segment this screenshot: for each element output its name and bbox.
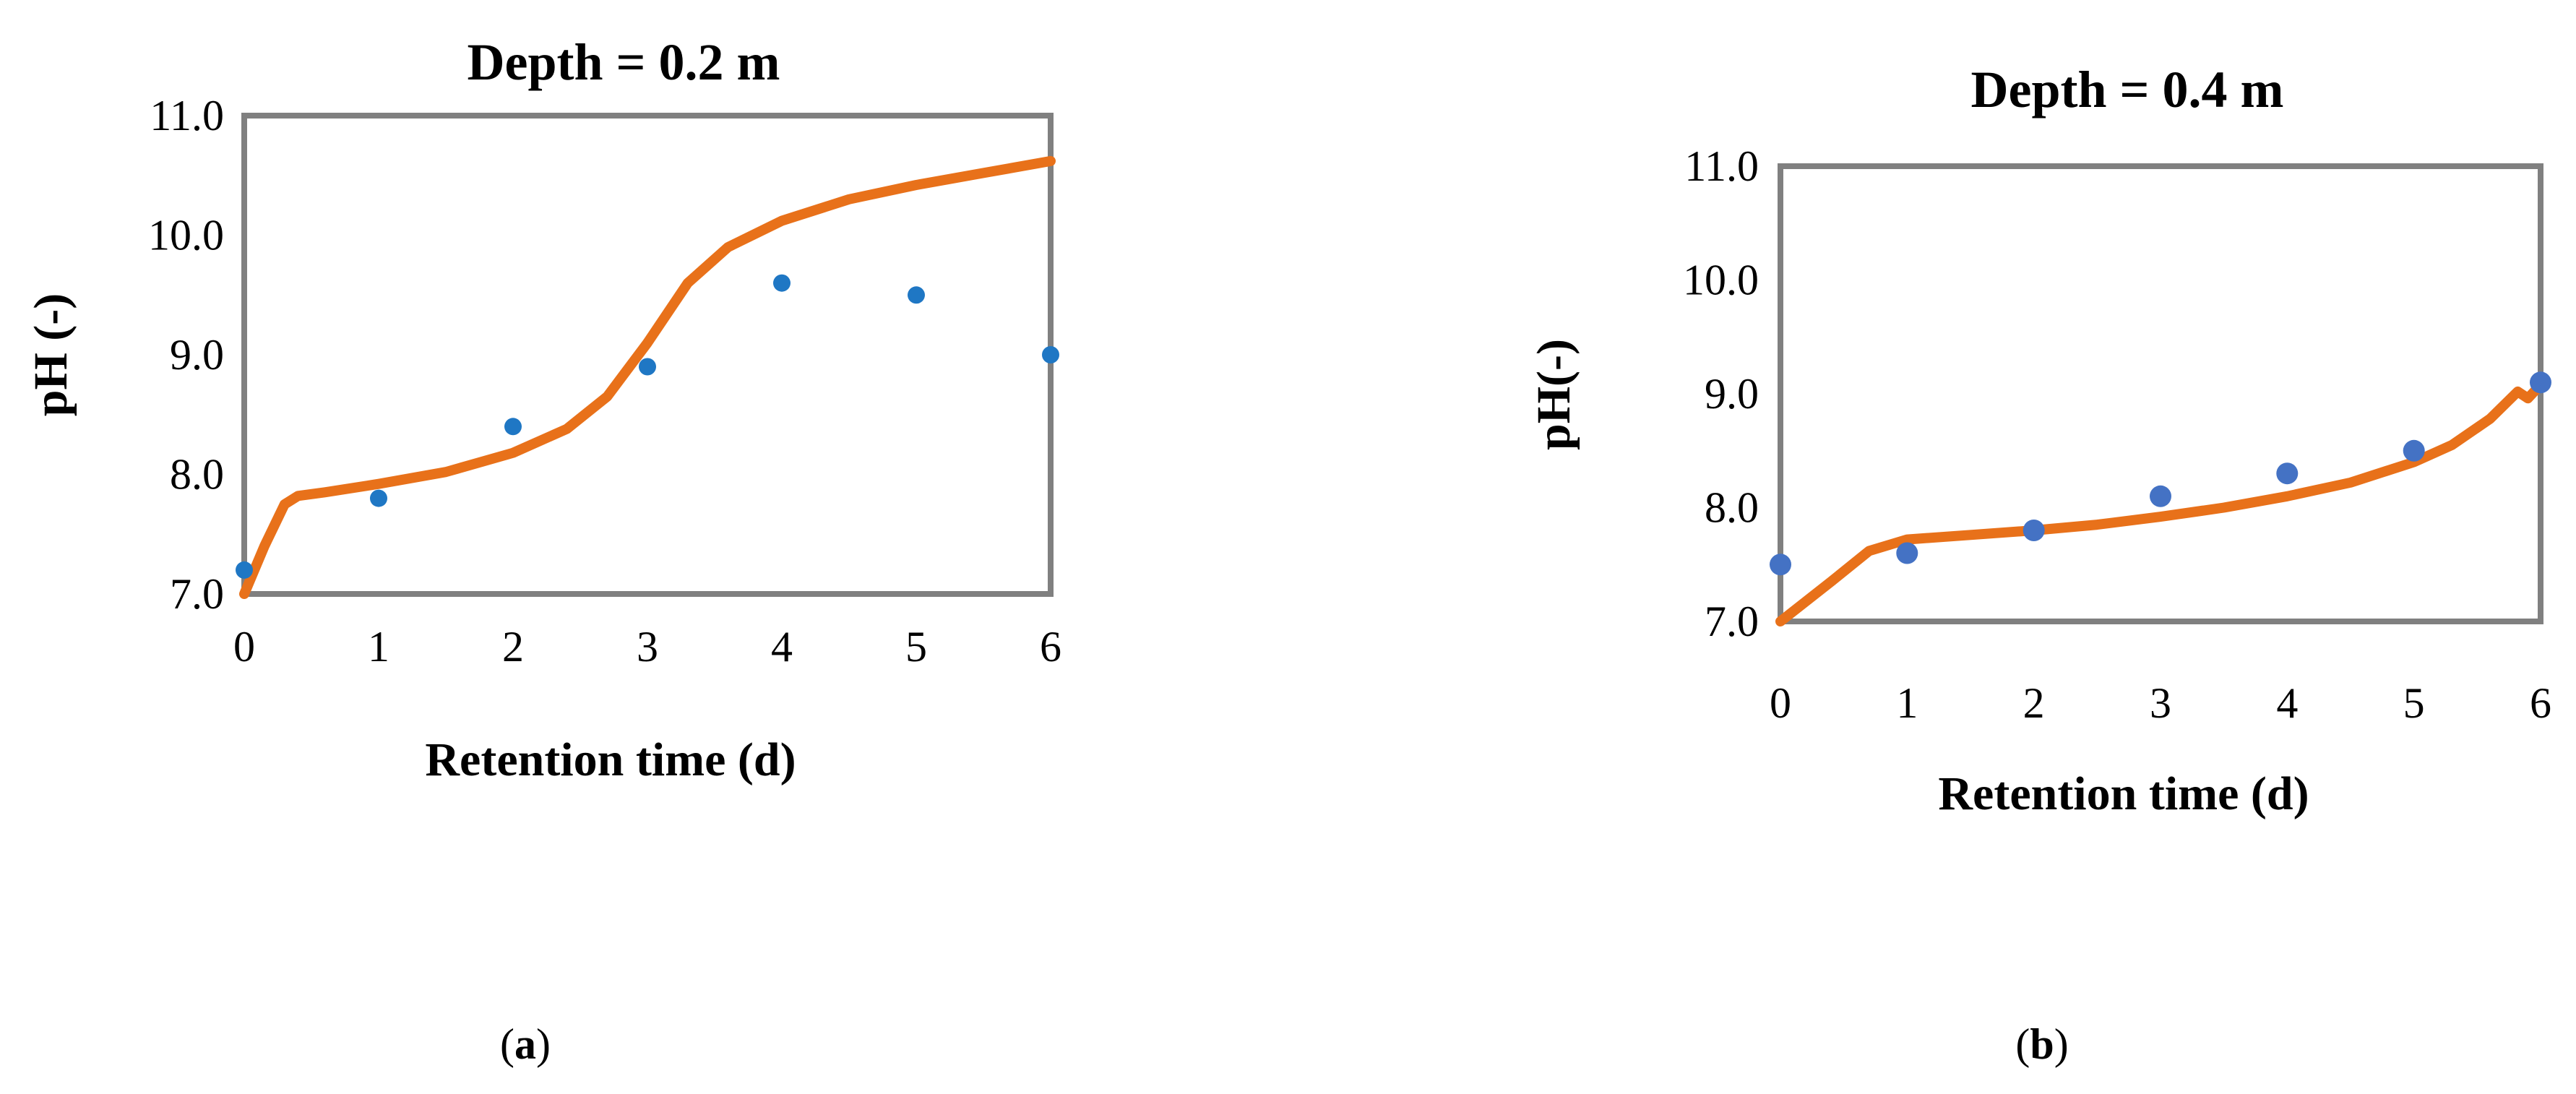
y-tick-label: 10.0: [148, 212, 224, 259]
model-line: [1775, 379, 2546, 626]
x-tick-label: 1: [1896, 679, 1918, 727]
x-tick-label: 4: [2276, 679, 2298, 727]
data-point: [1770, 554, 1791, 576]
x-tick-label: 0: [1770, 679, 1791, 727]
x-axis-label: Retention time (d): [425, 733, 796, 786]
x-tick-label: 3: [2150, 679, 2171, 727]
x-tick-label: 3: [637, 623, 658, 671]
data-point: [1042, 346, 1059, 363]
model-line: [239, 155, 1056, 599]
x-axis-label: Retention time (d): [1938, 767, 2309, 820]
panel-label-a: (a): [500, 1020, 551, 1068]
chart-title: Depth = 0.4 m: [1970, 61, 2283, 119]
data-point: [1896, 542, 1918, 564]
data-point: [2530, 371, 2551, 394]
x-tick-label: 4: [771, 623, 793, 671]
y-axis-label: pH (-): [25, 293, 77, 416]
y-tick-label: 10.0: [1683, 257, 1759, 304]
x-tick-label: 0: [233, 623, 255, 671]
x-tick-label: 5: [905, 623, 927, 671]
data-point: [639, 358, 656, 376]
x-tick-label: 6: [2530, 679, 2551, 727]
data-point: [504, 418, 522, 436]
y-tick-labels: 7.0 8.0 9.0 10.0 11.0: [148, 92, 224, 618]
data-point: [908, 286, 925, 304]
x-tick-labels: 0 1 2 3 4 5 6: [233, 623, 1061, 671]
data-point: [370, 489, 387, 507]
data-point: [2403, 439, 2425, 462]
data-point: [2150, 485, 2171, 507]
y-tick-label: 11.0: [150, 92, 224, 139]
x-tick-label: 6: [1040, 623, 1061, 671]
x-tick-label: 2: [502, 623, 524, 671]
x-tick-label: 1: [368, 623, 389, 671]
observed-points: [236, 274, 1059, 579]
y-axis-label: pH(-): [1528, 339, 1580, 450]
y-tick-label: 8.0: [1705, 484, 1759, 532]
panel-label-b: (b): [2015, 1020, 2068, 1068]
observed-points: [1770, 371, 2551, 576]
data-point: [2276, 462, 2299, 485]
data-point: [773, 274, 791, 292]
y-tick-label: 7.0: [1705, 598, 1759, 645]
y-tick-label: 7.0: [170, 570, 224, 618]
data-point: [2023, 520, 2045, 541]
x-tick-label: 5: [2403, 679, 2425, 727]
data-point: [236, 561, 253, 579]
y-tick-label: 9.0: [170, 331, 224, 379]
y-tick-label: 8.0: [170, 451, 224, 499]
y-tick-labels: 7.0 8.0 9.0 10.0 11.0: [1683, 142, 1759, 645]
x-tick-label: 2: [2023, 679, 2045, 727]
y-tick-label: 11.0: [1684, 142, 1759, 190]
plot-area-frame: [1778, 163, 2543, 624]
chart-title: Depth = 0.2 m: [467, 33, 780, 91]
y-tick-label: 9.0: [1705, 370, 1759, 418]
x-tick-labels: 0 1 2 3 4 5 6: [1770, 679, 2551, 727]
